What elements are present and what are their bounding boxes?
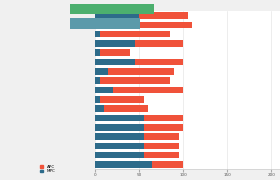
Bar xyxy=(95,161,152,168)
Bar xyxy=(144,152,179,158)
Bar xyxy=(95,31,100,37)
Bar xyxy=(100,31,170,37)
Legend: APC, MPC: APC, MPC xyxy=(39,164,56,174)
Bar xyxy=(95,59,135,65)
Bar xyxy=(95,50,100,56)
Bar xyxy=(152,161,183,168)
Bar xyxy=(144,115,183,121)
Bar xyxy=(95,12,139,19)
Bar xyxy=(95,87,113,93)
Bar xyxy=(95,105,104,112)
Bar xyxy=(95,143,144,149)
Bar xyxy=(95,40,135,47)
Bar xyxy=(113,87,183,93)
Bar xyxy=(135,40,183,47)
Bar xyxy=(139,22,192,28)
Bar xyxy=(139,12,188,19)
Bar xyxy=(100,77,170,84)
Bar xyxy=(144,133,179,140)
Bar xyxy=(100,50,130,56)
Bar xyxy=(95,133,144,140)
Bar xyxy=(95,124,144,130)
Bar xyxy=(104,105,148,112)
Bar xyxy=(95,115,144,121)
Bar xyxy=(95,22,139,28)
Bar xyxy=(95,77,100,84)
Bar xyxy=(95,68,108,75)
Bar xyxy=(144,124,183,130)
Bar xyxy=(95,96,100,103)
Bar xyxy=(95,152,144,158)
Bar xyxy=(144,143,179,149)
Bar xyxy=(108,68,174,75)
Bar xyxy=(100,96,144,103)
Bar xyxy=(135,59,183,65)
